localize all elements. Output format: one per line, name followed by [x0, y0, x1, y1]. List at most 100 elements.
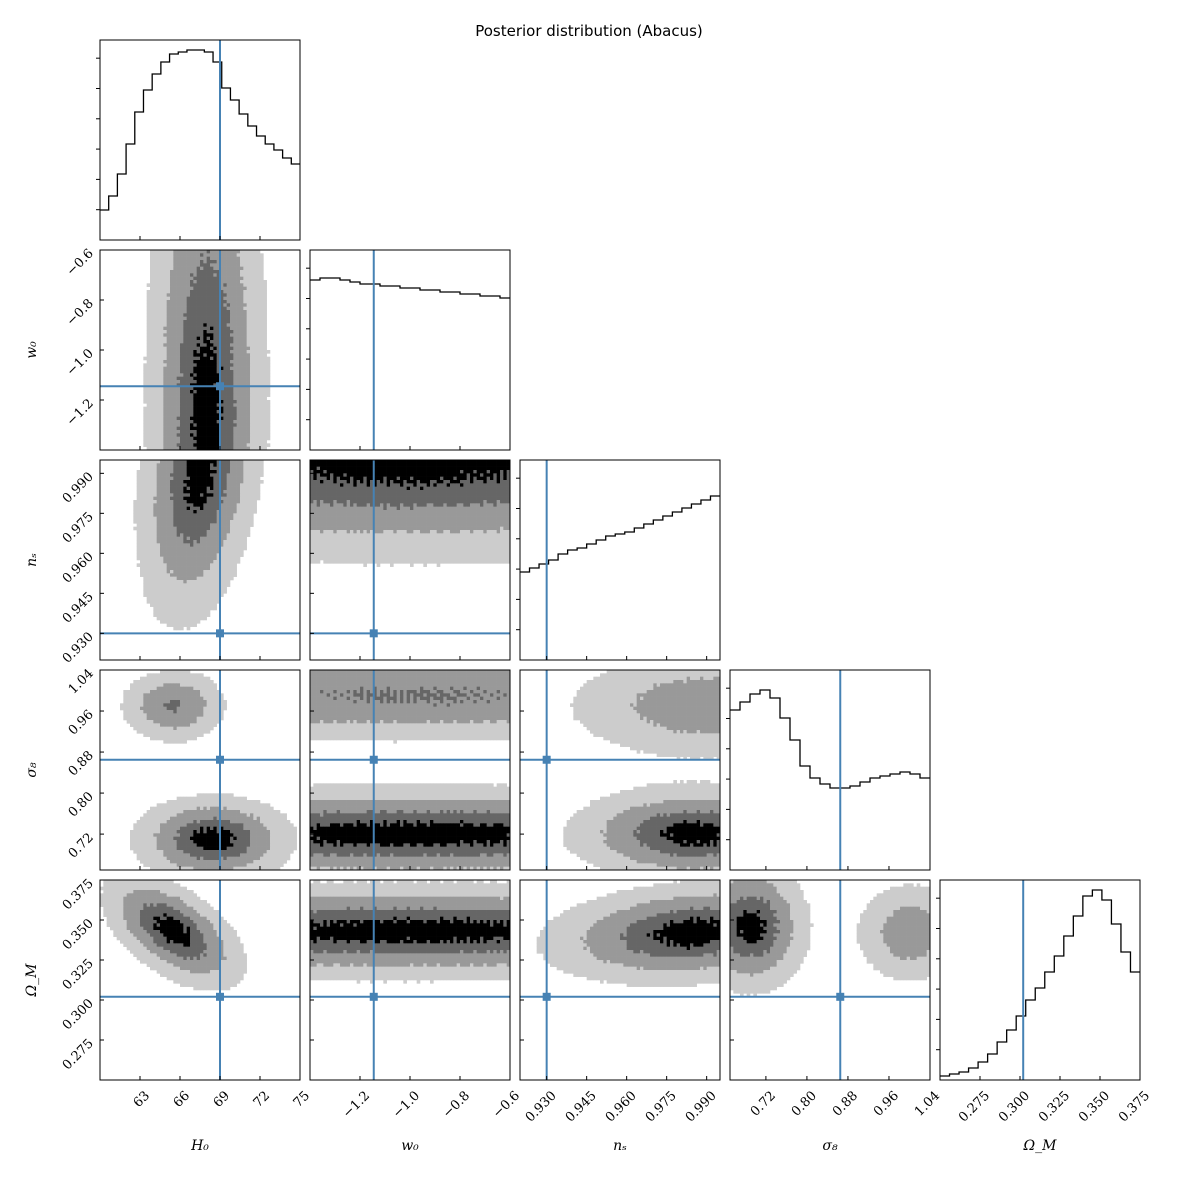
contour-cell	[143, 576, 147, 581]
contour-cell	[163, 470, 167, 474]
contour-cell	[333, 490, 337, 494]
contour-cell	[230, 356, 234, 361]
contour-cell	[183, 276, 187, 281]
contour-cell	[230, 533, 234, 537]
contour-cell	[186, 606, 191, 611]
contour-cell	[250, 400, 254, 404]
contour-cell	[163, 416, 167, 421]
contour-cell	[143, 530, 147, 534]
contour-cell	[173, 466, 177, 471]
contour-cell	[146, 386, 151, 391]
contour-cell	[150, 520, 154, 524]
contour-cell	[436, 506, 441, 511]
contour-cell	[233, 546, 237, 551]
contour-cell	[433, 506, 437, 511]
contour-cell	[376, 510, 381, 514]
contour-cell	[470, 506, 474, 511]
contour-cell	[150, 310, 154, 314]
contour-cell	[406, 500, 411, 504]
contour-cell	[210, 546, 214, 551]
contour-cell	[356, 493, 361, 497]
contour-cell	[226, 353, 231, 357]
contour-cell	[250, 416, 254, 421]
contour-cell	[326, 523, 331, 527]
contour-cell	[333, 506, 337, 511]
contour-cell	[176, 273, 181, 277]
contour-cell	[373, 466, 377, 471]
contour-cell	[220, 300, 224, 304]
contour-cell	[396, 516, 401, 521]
contour-cell	[140, 526, 144, 531]
contour-cell	[246, 333, 251, 337]
contour-cell	[203, 416, 207, 421]
contour-cell	[446, 466, 451, 471]
contour-cell	[263, 356, 267, 361]
contour-cell	[186, 620, 191, 624]
contour-cell	[206, 273, 211, 277]
contour-cell	[340, 520, 344, 524]
contour-cell	[176, 280, 181, 284]
contour-cell	[153, 613, 157, 617]
contour-cell	[350, 496, 354, 501]
contour-cell	[173, 600, 177, 604]
contour-cell	[210, 496, 214, 501]
contour-cell	[170, 576, 174, 581]
contour-cell	[210, 510, 214, 514]
contour-cell	[186, 320, 191, 324]
contour-cell	[153, 493, 157, 497]
contour-cell	[193, 566, 197, 571]
contour-cell	[233, 426, 237, 431]
contour-cell	[160, 336, 164, 341]
contour-cell	[223, 446, 227, 450]
contour-cell	[216, 270, 221, 274]
contour-cell	[206, 523, 211, 527]
contour-cell	[343, 476, 347, 481]
contour-cell	[410, 476, 414, 481]
contour-cell	[153, 420, 157, 424]
contour-cell	[226, 303, 231, 307]
contour-cell	[246, 430, 251, 434]
contour-cell	[213, 303, 217, 307]
contour-cell	[430, 520, 434, 524]
contour-cell	[466, 493, 471, 497]
contour-cell	[240, 323, 244, 327]
contour-cell	[216, 446, 221, 450]
contour-cell	[500, 480, 504, 484]
contour-cell	[383, 506, 387, 511]
contour-cell	[496, 463, 501, 467]
contour-cell	[230, 513, 234, 517]
contour-cell	[500, 523, 504, 527]
contour-cell	[196, 310, 201, 314]
contour-cell	[356, 490, 361, 494]
contour-cell	[253, 486, 257, 491]
contour-cell	[183, 576, 187, 581]
contour-cell	[206, 333, 211, 337]
contour-cell	[223, 296, 227, 301]
contour-cell	[203, 560, 207, 564]
contour-cell	[340, 510, 344, 514]
contour-cell	[156, 490, 161, 494]
contour-cell	[200, 423, 204, 427]
contour-cell	[433, 513, 437, 517]
contour-cell	[190, 256, 194, 261]
contour-cell	[163, 253, 167, 257]
contour-cell	[160, 523, 164, 527]
contour-cell	[356, 486, 361, 491]
contour-cell	[170, 506, 174, 511]
contour-cell	[266, 373, 271, 377]
contour-cell	[400, 493, 404, 497]
contour-cell	[233, 310, 237, 314]
contour-cell	[176, 350, 181, 354]
contour-cell	[250, 383, 254, 387]
contour-cell	[246, 283, 251, 287]
contour-cell	[206, 276, 211, 281]
contour-cell	[236, 263, 241, 267]
contour-cell	[136, 543, 141, 547]
contour-cell	[210, 336, 214, 341]
contour-cell	[176, 366, 181, 371]
contour-cell	[246, 496, 251, 501]
contour-cell	[160, 583, 164, 587]
contour-cell	[243, 253, 247, 257]
contour-cell	[176, 266, 181, 271]
contour-cell	[353, 510, 357, 514]
